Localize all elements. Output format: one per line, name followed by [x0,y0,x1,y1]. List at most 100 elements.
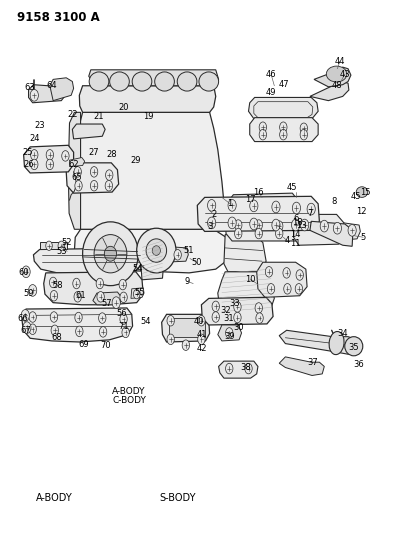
Text: 32: 32 [220,305,231,314]
Ellipse shape [58,241,65,251]
Ellipse shape [75,181,82,191]
Ellipse shape [30,90,38,101]
Ellipse shape [259,130,266,140]
Ellipse shape [46,150,53,160]
Polygon shape [24,146,74,173]
Ellipse shape [50,290,58,301]
Ellipse shape [291,219,300,231]
Text: 45: 45 [351,192,362,201]
Text: 54: 54 [133,264,143,273]
Ellipse shape [46,241,52,251]
Ellipse shape [226,364,233,374]
Ellipse shape [259,122,266,133]
Text: S-BODY: S-BODY [159,493,196,503]
Polygon shape [279,357,324,375]
Text: 9158 3100 A: 9158 3100 A [17,11,100,24]
Polygon shape [218,272,274,316]
Text: 36: 36 [354,360,365,369]
Ellipse shape [235,220,242,230]
Text: 66: 66 [18,314,29,323]
Polygon shape [310,221,353,246]
Text: 56: 56 [116,309,127,318]
Polygon shape [162,246,188,262]
Ellipse shape [134,289,140,299]
Ellipse shape [119,279,127,290]
Text: 58: 58 [53,281,63,290]
Text: 8: 8 [332,197,337,206]
Text: 47: 47 [279,80,289,89]
Ellipse shape [29,312,36,322]
Ellipse shape [295,284,302,294]
Text: 1: 1 [227,199,233,208]
Text: 63: 63 [25,83,36,92]
Text: 67: 67 [21,326,32,335]
Polygon shape [201,297,273,325]
Text: 7: 7 [307,209,313,218]
Text: 31: 31 [223,314,234,323]
Ellipse shape [212,312,219,322]
Text: 43: 43 [339,70,350,78]
Text: A-BODY: A-BODY [112,387,145,396]
Ellipse shape [267,284,275,294]
Ellipse shape [94,235,127,273]
Text: 62: 62 [68,160,79,169]
Ellipse shape [30,150,38,160]
Ellipse shape [51,325,58,336]
Polygon shape [228,193,298,214]
Text: 3: 3 [208,222,213,231]
Ellipse shape [234,312,241,323]
Text: 60: 60 [18,269,28,277]
Text: 34: 34 [337,329,348,338]
Text: 41: 41 [196,330,207,339]
Polygon shape [89,70,219,86]
Ellipse shape [120,292,127,303]
Text: 24: 24 [29,134,39,143]
Polygon shape [66,163,119,193]
Ellipse shape [22,266,30,278]
Polygon shape [44,272,143,305]
Polygon shape [314,67,351,87]
Ellipse shape [235,228,242,239]
Ellipse shape [146,239,166,262]
Polygon shape [33,248,143,274]
Ellipse shape [300,123,307,134]
Ellipse shape [283,268,290,278]
Text: 59: 59 [23,288,34,297]
Ellipse shape [296,270,303,280]
Ellipse shape [99,327,107,337]
Text: 4: 4 [285,237,290,246]
Text: 64: 64 [46,81,57,90]
Ellipse shape [105,181,113,191]
Ellipse shape [28,285,37,296]
Ellipse shape [307,203,315,215]
Text: 12: 12 [356,207,366,216]
Ellipse shape [208,199,216,211]
Ellipse shape [198,334,205,345]
Polygon shape [162,314,210,342]
Ellipse shape [255,228,263,239]
Text: C-BODY: C-BODY [112,396,146,405]
Ellipse shape [89,72,109,91]
Ellipse shape [272,201,280,213]
Ellipse shape [279,130,287,140]
Text: 16: 16 [254,188,264,197]
Ellipse shape [106,170,113,180]
Ellipse shape [348,224,356,236]
Ellipse shape [83,222,139,286]
Ellipse shape [320,220,328,232]
Text: 35: 35 [349,343,359,352]
Ellipse shape [356,187,368,197]
Ellipse shape [199,72,219,91]
Polygon shape [249,98,318,119]
Ellipse shape [250,200,258,212]
Ellipse shape [120,314,127,325]
Polygon shape [218,325,242,341]
Ellipse shape [329,332,344,354]
Ellipse shape [174,249,181,260]
Ellipse shape [23,322,31,334]
Ellipse shape [112,297,120,309]
Ellipse shape [275,221,283,231]
Ellipse shape [208,217,216,229]
Text: 51: 51 [183,246,194,255]
Text: 65: 65 [71,173,82,182]
